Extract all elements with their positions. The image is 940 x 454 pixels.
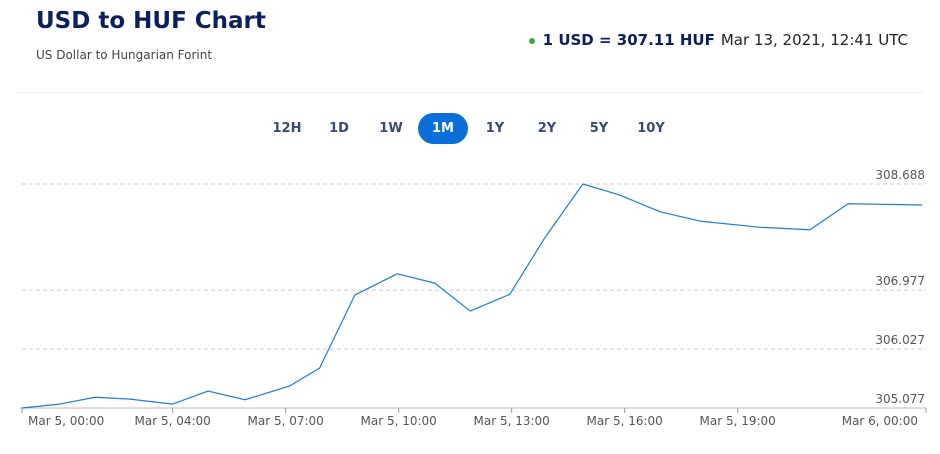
separator	[16, 92, 924, 93]
x-tick-label: Mar 5, 10:00	[361, 414, 437, 428]
title: USD to HUF Chart	[36, 8, 266, 34]
x-tick-label: Mar 5, 04:00	[135, 414, 211, 428]
y-tick-label: 305.077	[875, 392, 925, 406]
y-tick-label: 306.977	[875, 274, 925, 288]
range-button[interactable]: 2Y	[522, 113, 572, 144]
range-button[interactable]: 10Y	[626, 113, 676, 144]
rate: 1 USD = 307.11 HUF	[542, 31, 715, 49]
range-buttons: 12H 1D 1W 1M 1Y 2Y 5Y 10Y	[262, 113, 676, 144]
range-button[interactable]: 12H	[262, 113, 312, 144]
y-tick-label: 308.688	[875, 168, 925, 182]
status-dot	[528, 37, 535, 44]
range-button[interactable]: 5Y	[574, 113, 624, 144]
y-tick-label: 306.027	[875, 333, 925, 347]
x-tick-label: Mar 5, 16:00	[587, 414, 663, 428]
range-button[interactable]: 1M	[418, 113, 468, 144]
price-line	[21, 183, 923, 409]
range-button[interactable]: 1D	[314, 113, 364, 144]
range-button[interactable]: 1W	[366, 113, 416, 144]
timestamp: Mar 13, 2021, 12:41 UTC	[720, 31, 908, 49]
x-tick-label: Mar 6, 00:00	[842, 414, 918, 428]
x-tick-label: Mar 5, 00:00	[28, 414, 104, 428]
x-tick-label: Mar 5, 19:00	[700, 414, 776, 428]
x-tick-label: Mar 5, 07:00	[248, 414, 324, 428]
range-button[interactable]: 1Y	[470, 113, 520, 144]
subtitle: US Dollar to Hungarian Forint	[36, 48, 213, 62]
rate-info: 1 USD = 307.11 HUF Mar 13, 2021, 12:41 UT…	[528, 31, 908, 49]
x-tick-label: Mar 5, 13:00	[474, 414, 550, 428]
